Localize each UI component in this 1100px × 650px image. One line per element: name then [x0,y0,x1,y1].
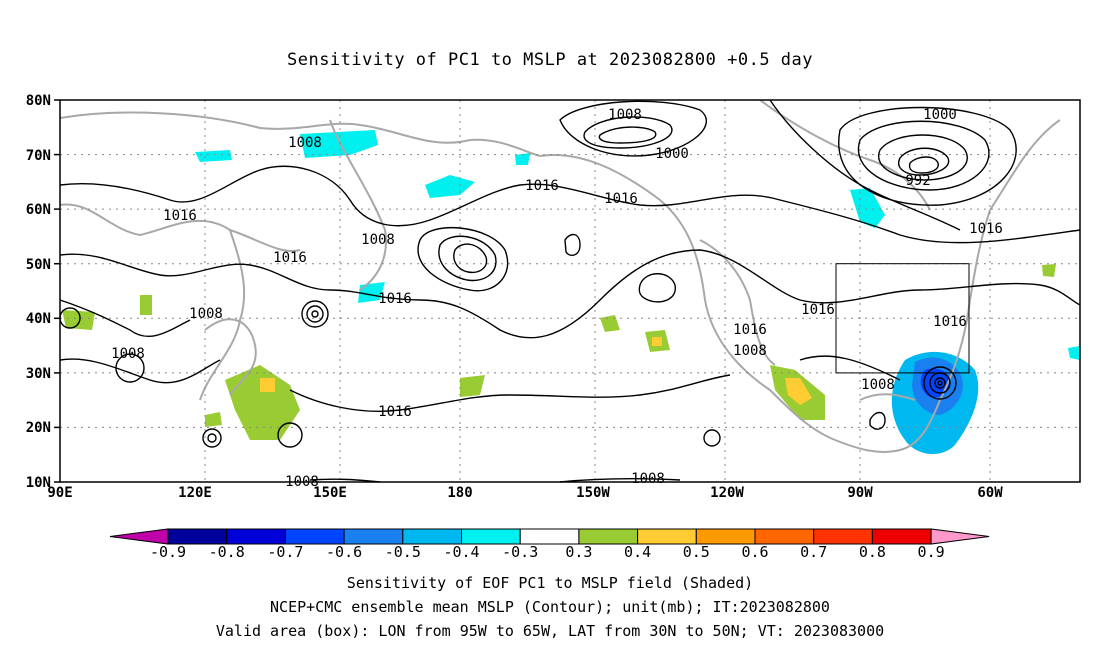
lat-labels: 80N 70N 60N 50N 40N 30N 20N 10N [26,93,51,491]
lat-label: 30N [26,366,51,382]
colorbar-swatch [813,528,873,545]
shade-green-1 [225,365,300,440]
contour-label: 1008 [288,135,322,151]
colorbar-label: -0.5 [385,543,421,561]
lat-lon-grid [60,100,1080,482]
contour-label: 1008 [608,107,642,123]
lon-labels: 90E 120E 150E 180 150W 120W 90W 60W [47,485,1003,501]
colorbar-label: -0.7 [267,543,303,561]
shade-cyan-6 [515,153,530,165]
colorbar-label: -0.9 [150,543,186,561]
contour-label: 1016 [378,404,412,420]
contour-label: 1016 [933,314,967,330]
contour-label: 1008 [361,232,395,248]
lat-label: 40N [26,311,51,327]
map-title: Sensitivity of PC1 to MSLP at 2023082800… [286,50,813,70]
lon-label: 60W [977,485,1003,501]
shade-yellow-3 [652,337,662,346]
shade-green-7 [1042,264,1056,277]
colorbar-label: -0.3 [502,543,538,561]
contour-label: 1016 [969,221,1003,237]
colorbar-swatch [343,528,404,545]
shade-cyan-1 [300,130,378,158]
colorbar-swatch [578,528,639,545]
shade-cyan-7 [1068,346,1080,360]
shade-yellow-2 [785,378,812,405]
caption-line-3: Valid area (box): LON from 95W to 65W, L… [215,622,885,640]
mslp-contours [59,99,1081,483]
contour-label: 1008 [111,346,145,362]
contour-label: 1000 [655,146,689,162]
contour-label: 1008 [189,306,223,322]
contour-labels: 1008 1016 1016 1008 1016 1008 1016 1016 … [111,107,1003,490]
colorbar-label: -0.6 [326,543,362,561]
map-frame [59,99,1081,483]
shade-green-5 [460,375,485,397]
colorbar-swatch [519,528,580,545]
colorbar-arrow-right [930,528,990,545]
colorbar-swatch [754,528,815,545]
lat-label: 60N [26,202,51,218]
colorbar-swatch [461,528,521,545]
contour-label: 1016 [733,322,767,338]
contour-label: 1016 [801,302,835,318]
colorbar-label: 0.8 [859,543,886,561]
coastlines [59,99,1061,453]
sensitivity-shading [62,130,1080,455]
colorbar-label: 0.9 [918,543,945,561]
lat-label: 70N [26,148,51,164]
contour-label: 1008 [733,343,767,359]
lon-label: 120W [710,485,744,501]
colorbar-label: 0.4 [624,543,651,561]
contour-label: 1016 [273,250,307,266]
colorbar [109,528,990,545]
colorbar-swatch [284,528,345,545]
contour-label: 1008 [631,471,665,487]
lon-label: 150W [576,485,610,501]
caption-line-2: NCEP+CMC ensemble mean MSLP (Contour); u… [270,598,830,616]
shade-cyan-2 [195,150,232,162]
shade-yellow-1 [260,378,275,392]
contour-label: 1016 [604,191,638,207]
valid-area-box [835,263,970,374]
lat-label: 20N [26,420,51,436]
lon-label: 90E [47,485,72,501]
colorbar-label: 0.3 [565,543,592,561]
lon-label: 180 [447,485,472,501]
caption-line-1: Sensitivity of EOF PC1 to MSLP field (Sh… [346,574,754,592]
colorbar-label: 0.6 [741,543,768,561]
lon-label: 90W [847,485,873,501]
lon-label: 150E [313,485,347,501]
colorbar-arrow-left [109,528,169,545]
contour-label: 1016 [163,208,197,224]
lon-label: 120E [178,485,212,501]
colorbar-swatch [226,528,286,545]
lat-label: 50N [26,257,51,273]
colorbar-swatch [695,528,756,545]
colorbar-swatch [871,528,932,545]
shade-cyan-4 [850,188,885,228]
colorbar-swatch [637,528,697,545]
contour-label: 1000 [923,107,957,123]
colorbar-swatch [402,528,462,545]
shade-green-9 [205,412,222,427]
shade-green-3 [600,315,620,332]
contour-label: 1016 [378,291,412,307]
shade-green-6 [62,310,95,330]
lat-label: 10N [26,475,51,491]
shade-cyan-3 [425,175,475,198]
colorbar-label: 0.5 [683,543,710,561]
colorbar-label: 0.7 [800,543,827,561]
shade-green-8 [140,295,152,315]
colorbar-swatch [167,528,228,545]
contour-label: 992 [905,173,930,189]
contour-label: 1016 [525,178,559,194]
lat-label: 80N [26,93,51,109]
contour-label: 1008 [861,377,895,393]
colorbar-label: -0.8 [209,543,245,561]
colorbar-label: -0.4 [443,543,479,561]
colorbar-labels: -0.9 -0.8 -0.7 -0.6 -0.5 -0.4 -0.3 0.3 0.4 0.5 0.6… [150,543,945,561]
